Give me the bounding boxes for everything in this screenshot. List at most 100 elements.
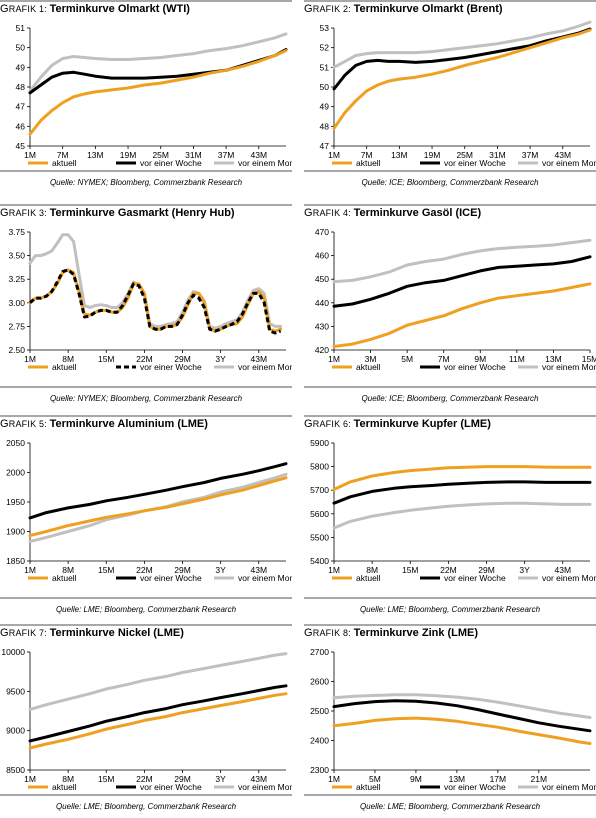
x-tick-label: 1M [328,774,340,784]
x-tick-label: 22M [136,774,153,784]
chart-panel-2: GRAFIK 2: Terminkurve Olmarkt (Brent) 47 4… [304,0,596,194]
x-tick-label: 15M [98,565,115,575]
x-tick-label: 1M [24,354,36,364]
y-tick-label: 53 [320,23,330,33]
x-tick-label: 1M [328,565,340,575]
y-tick-label: 2600 [310,677,329,687]
y-tick-label: 5600 [310,509,329,519]
panel-top-rule [0,624,292,626]
x-tick-label: 11M [509,354,525,364]
x-tick-label: 9M [474,354,486,364]
legend-item-2: vor einer Woche [420,782,506,792]
y-tick-label: 420 [315,345,329,355]
source-note: Quelle: LME; Bloomberg, Commerzbank Rese… [55,605,237,614]
figure-label: GRAFIK 1: [0,3,50,15]
x-tick-label: 43M [250,354,267,364]
legend-label: vor einem Monat [542,158,596,168]
legend-label: vor einem Monat [238,158,292,168]
line-chart: 5400 5500 5600 5700 5800 5900 1M 8M 15M 22M 29M 3Y 4… [310,438,596,583]
panel-bottom-rule [0,170,292,172]
y-tick-label: 2400 [310,736,329,746]
y-tick-label: 50 [16,43,26,53]
x-tick-label: 15M [582,354,596,364]
series-line-1 [332,282,592,348]
x-tick-label: 43M [250,150,267,160]
chart-title: GRAFIK 1: Terminkurve Olmarkt (WTI) [0,3,190,15]
y-tick-label: 3.00 [8,298,25,308]
y-tick-label: 470 [315,227,329,237]
y-tick-label: 2.50 [8,345,25,355]
y-tick-label: 2.75 [8,321,25,331]
source-note: Quelle: LME; Bloomberg, Commerzbank Rese… [55,802,237,811]
line-chart: 2.50 2.75 3.00 3.25 3.50 3.75 1M 8M 15M 22M 29M 3Y 4… [8,227,292,372]
x-tick-label: 29M [478,565,495,575]
x-tick-label: 13M [87,150,104,160]
panel-top-rule [0,0,292,2]
source-note: Quelle: ICE; Bloomberg, Commerzbank Rese… [361,178,539,187]
series-line-2 [332,255,592,308]
x-tick-label: 22M [136,354,153,364]
panel-top-rule [0,415,292,417]
y-tick-label: 46 [16,121,26,131]
x-tick-label: 15M [98,354,115,364]
y-tick-label: 2300 [310,765,329,775]
legend-item-1: aktuell [28,362,77,372]
chart-title: GRAFIK 7: Terminkurve Nickel (LME) [0,627,184,639]
legend-label: aktuell [52,362,77,372]
series-line-3 [332,693,592,719]
chart-title-text: Terminkurve Gasmarkt (Henry Hub) [49,207,235,219]
series-line-1 [332,716,592,745]
x-tick-label: 1M [328,150,340,160]
y-tick-label: 51 [16,23,26,33]
x-tick-label: 8M [62,774,74,784]
chart-title-text: Terminkurve Gasöl (ICE) [353,207,482,219]
legend-item-1: aktuell [28,158,77,168]
chart-title-text: Terminkurve Olmarkt (WTI) [49,3,190,15]
x-tick-label: 1M [24,565,36,575]
x-tick-label: 8M [366,565,378,575]
panel-bottom-rule [304,794,596,796]
legend-label: vor einer Woche [444,782,506,792]
y-tick-label: 50 [320,82,330,92]
x-tick-label: 1M [24,150,36,160]
legend-label: vor einer Woche [140,362,202,372]
panel-bottom-rule [304,386,596,388]
chart-title-text: Terminkurve Kupfer (LME) [353,418,491,430]
series-line-3 [28,32,288,93]
x-tick-label: 37M [218,150,235,160]
chart-title-text: Terminkurve Zink (LME) [353,627,479,639]
x-tick-label: 25M [456,150,473,160]
x-tick-label: 13M [449,774,466,784]
y-tick-label: 3.25 [8,274,25,284]
legend-label: vor einem Monat [542,782,596,792]
x-tick-label: 3Y [215,774,226,784]
panel-bottom-rule [0,597,292,599]
x-tick-label: 31M [185,150,202,160]
legend-item-3: vor einem Monat [214,362,292,372]
y-tick-label: 5500 [310,532,329,542]
legend-item-1: aktuell [332,362,381,372]
series-line-2 [29,268,282,335]
legend-label: vor einer Woche [444,158,506,168]
legend-label: aktuell [356,362,381,372]
legend-item-2: vor einer Woche [420,573,506,583]
y-tick-label: 450 [315,274,329,284]
source-note: Quelle: NYMEX; Bloomberg, Commerzbank Re… [49,394,243,403]
x-tick-label: 19M [424,150,441,160]
chart-panel-4: GRAFIK 4: Terminkurve Gasöl (ICE) 420 430 4… [304,204,596,410]
y-tick-label: 2700 [310,647,329,657]
line-chart: 8500 9000 9500 10000 1M 8M 15M 22M 29M 3Y 43M aktue… [1,647,292,792]
panel-bottom-rule [0,794,292,796]
figure-label: GRAFIK 3: [0,207,50,219]
series-line-1 [28,49,288,136]
y-tick-label: 48 [320,121,330,131]
figure-label: GRAFIK 6: [304,418,354,430]
y-tick-label: 440 [315,298,329,308]
figure-label: GRAFIK 7: [0,627,50,639]
legend-label: vor einer Woche [140,573,202,583]
x-tick-label: 8M [62,354,74,364]
source-note: Quelle: LME; Bloomberg, Commerzbank Rese… [359,605,541,614]
series-line-2 [28,684,288,743]
y-tick-label: 1850 [6,556,25,566]
y-tick-label: 10000 [1,647,25,657]
